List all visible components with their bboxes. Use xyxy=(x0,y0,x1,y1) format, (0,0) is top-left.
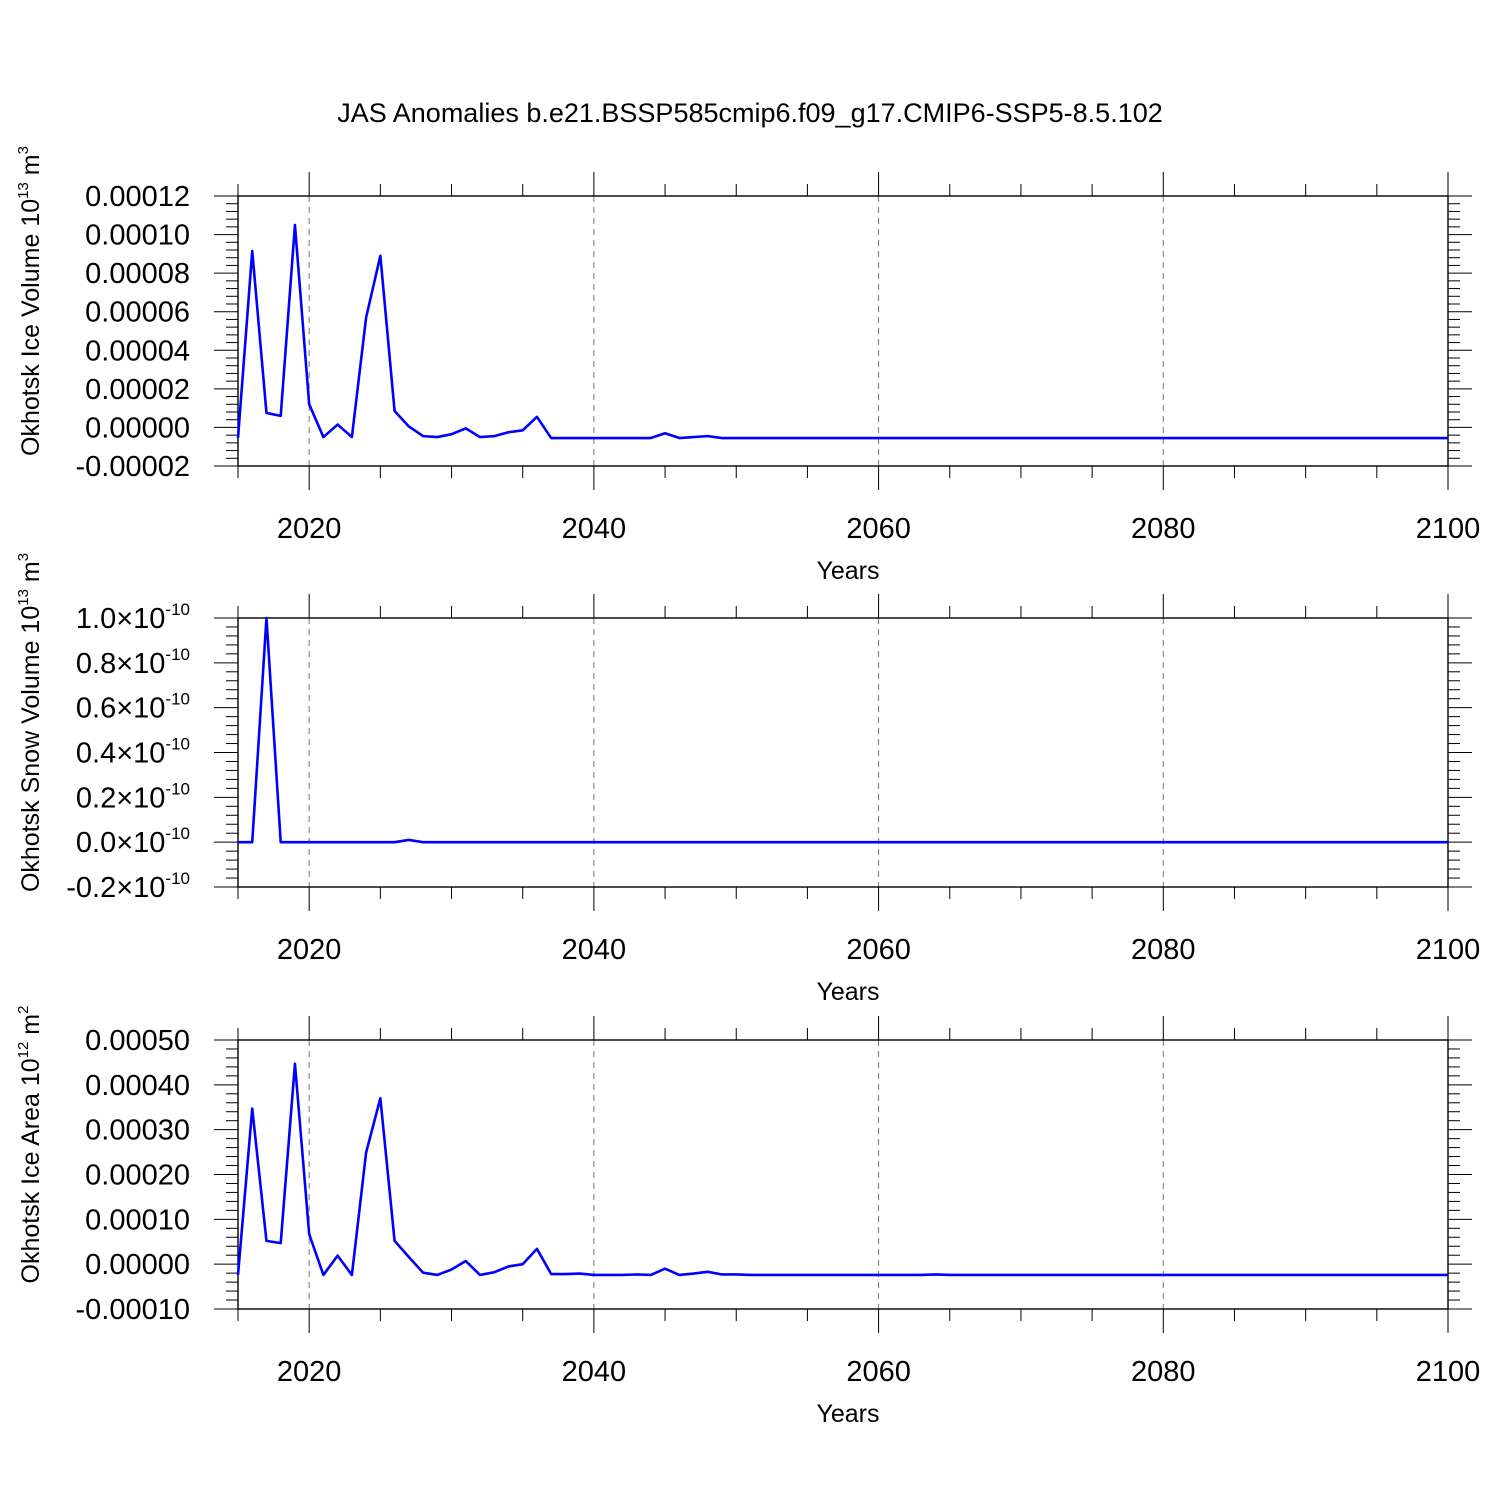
y-tick-label: 0.6×10-10 xyxy=(76,690,190,725)
plot-frame xyxy=(237,195,1449,467)
x-tick-label: 2100 xyxy=(1416,934,1481,966)
x-tick-label: 2100 xyxy=(1416,513,1481,545)
x-tick-label: 2080 xyxy=(1131,934,1196,966)
panel-3: 2020 2040 2060 2080 2100 -0.00010 0.00000 0.000… xyxy=(15,1006,1480,1428)
y-tick-label: 0.00040 xyxy=(85,1070,190,1102)
series-line xyxy=(236,1062,1448,1277)
y-tick-label: 0.2×10-10 xyxy=(76,779,190,814)
x-tick-label: 2040 xyxy=(562,1356,627,1388)
plot-frame xyxy=(237,1039,1449,1310)
panels: 2020 2040 2060 2080 2100 -0.00002 0.00000 0.000… xyxy=(15,146,1480,1428)
y-tick-label: 0.00008 xyxy=(85,258,190,290)
chart-title: JAS Anomalies b.e21.BSSP585cmip6.f09_g17… xyxy=(337,98,1163,128)
x-tick-label: 2020 xyxy=(277,513,342,545)
y-tick-label: 0.00002 xyxy=(85,374,190,406)
y-tick-label: 0.00050 xyxy=(85,1025,190,1057)
x-tick-label: 2060 xyxy=(846,934,911,966)
y-tick-label: 0.00020 xyxy=(85,1160,190,1192)
series-line xyxy=(236,223,1448,440)
panel-2: 2020 2040 2060 2080 2100 -0.2×10-10 0.0×10-10 0… xyxy=(15,553,1480,1006)
x-tick-label: 2080 xyxy=(1131,1356,1196,1388)
series-line xyxy=(238,616,1448,844)
y-tick-label: 0.00012 xyxy=(85,181,190,213)
x-tick-label: 2040 xyxy=(562,934,627,966)
x-tick-label: 2040 xyxy=(562,513,627,545)
x-axis-label: Years xyxy=(816,557,879,585)
y-axis-label: Okhotsk Ice Volume 1013 m3 xyxy=(15,146,45,456)
y-tick-label: 0.00010 xyxy=(85,1204,190,1236)
y-tick-label: 0.00006 xyxy=(85,297,190,329)
y-tick-label: -0.2×10-10 xyxy=(66,869,190,904)
plot-frame xyxy=(237,617,1449,888)
panel-1: 2020 2040 2060 2080 2100 -0.00002 0.00000 0.000… xyxy=(15,146,1480,585)
y-tick-label: 0.00004 xyxy=(85,335,190,367)
y-tick-label: 0.00030 xyxy=(85,1115,190,1147)
y-tick-label: 1.0×10-10 xyxy=(76,600,190,635)
x-tick-label: 2100 xyxy=(1416,1356,1481,1388)
x-tick-label: 2060 xyxy=(846,513,911,545)
x-tick-label: 2080 xyxy=(1131,513,1196,545)
y-tick-label: -0.00010 xyxy=(76,1294,191,1326)
y-tick-label: 0.00000 xyxy=(85,1249,190,1281)
x-axis-label: Years xyxy=(816,1400,879,1428)
y-axis-label: Okhotsk Ice Area 1012 m2 xyxy=(15,1006,45,1284)
x-tick-label: 2020 xyxy=(277,934,342,966)
x-tick-label: 2020 xyxy=(277,1356,342,1388)
y-tick-label: 0.4×10-10 xyxy=(76,735,190,770)
x-tick-label: 2060 xyxy=(846,1356,911,1388)
y-tick-label: 0.0×10-10 xyxy=(76,824,190,859)
y-axis-label: Okhotsk Snow Volume 1013 m3 xyxy=(15,553,45,892)
x-axis-label: Years xyxy=(816,978,879,1006)
y-tick-label: -0.00002 xyxy=(76,451,191,483)
y-tick-label: 0.00000 xyxy=(85,412,190,444)
y-tick-label: 0.00010 xyxy=(85,220,190,252)
y-tick-label: 0.8×10-10 xyxy=(76,645,190,680)
